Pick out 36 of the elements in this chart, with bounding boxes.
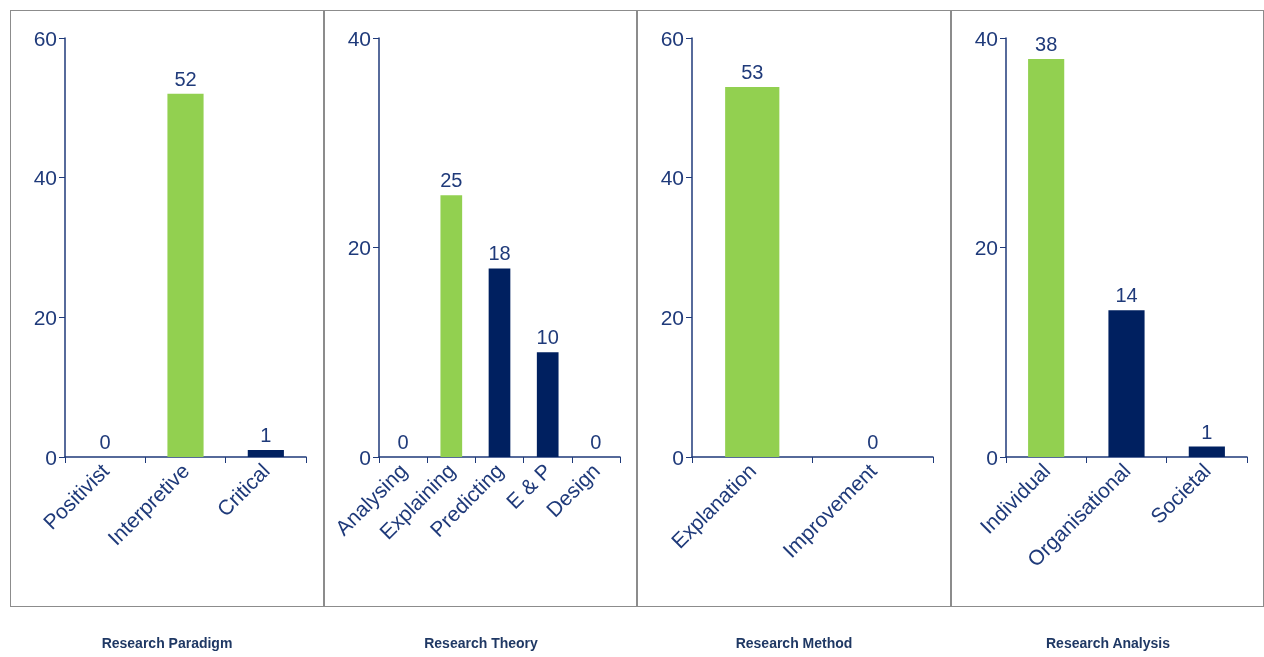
text: Research Method [735,635,853,651]
data-label: 0 [99,431,111,453]
data-label: 0 [397,431,409,453]
text: Research Paradigm [101,635,233,651]
bar [439,195,462,457]
text: Research Analysis [1045,635,1170,651]
data-label: 1 [1200,420,1212,443]
data-label: 53 [741,60,764,83]
data-label: 52 [174,67,197,90]
bar [488,268,510,457]
y-tick-label: 20 [660,305,684,329]
data-label: 38 [1034,32,1057,55]
data-label: 18 [487,242,511,265]
bar [536,352,559,457]
y-tick-label: 40 [347,26,371,50]
y-tick-label: 0 [672,445,684,469]
y-tick-label: 20 [33,305,57,329]
y-tick-label: 40 [660,166,684,190]
data-label: 1 [260,424,272,447]
data-label: 14 [1114,284,1138,307]
data-label: 10 [536,326,559,349]
bar [1107,310,1145,457]
y-tick-label: 20 [347,236,371,259]
data-label: 25 [439,169,462,192]
y-tick-label: 40 [974,26,998,50]
y-tick-label: 60 [33,26,57,50]
y-tick-label: 20 [974,236,998,259]
y-tick-label: 60 [660,26,684,50]
data-label: 0 [589,431,601,453]
bar [1027,58,1064,457]
text: Research Theory [423,635,538,651]
y-tick-label: 0 [358,445,371,469]
y-tick-label: 40 [33,166,57,190]
data-label: 0 [867,431,879,453]
y-tick-label: 0 [45,445,57,469]
bar [1188,446,1225,457]
